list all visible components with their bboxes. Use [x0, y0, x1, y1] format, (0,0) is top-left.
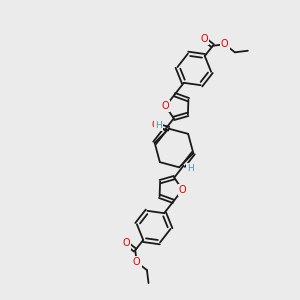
Text: H: H [155, 121, 162, 130]
Text: O: O [200, 34, 208, 44]
Text: O: O [162, 101, 170, 111]
Text: O: O [133, 257, 140, 267]
Text: H: H [187, 164, 194, 173]
Text: O: O [178, 185, 186, 195]
Text: O: O [152, 120, 159, 130]
Text: O: O [221, 39, 229, 49]
Text: O: O [123, 238, 130, 248]
